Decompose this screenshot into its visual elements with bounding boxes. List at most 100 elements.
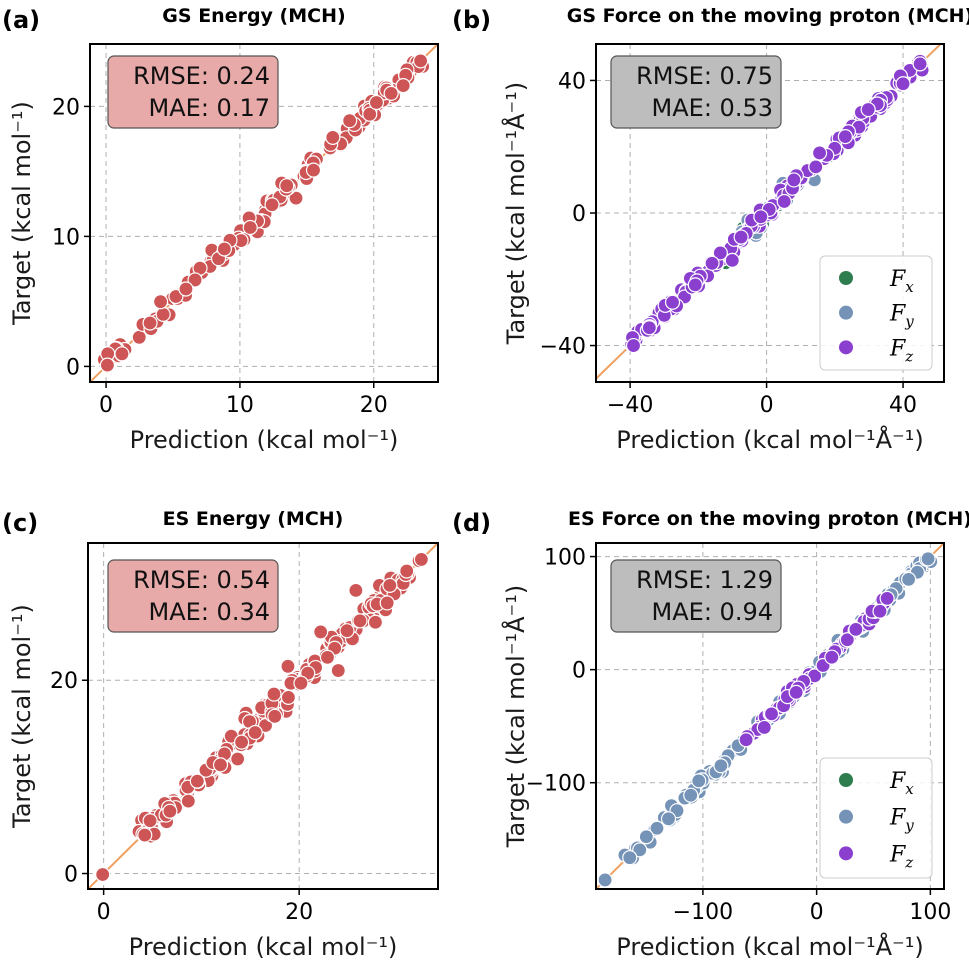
- y-tick-label: 0: [572, 202, 586, 227]
- data-point: [687, 277, 703, 293]
- data-point: [379, 595, 395, 611]
- panel-c: 0 20 0 20 Prediction (kcal mol⁻¹) Target (kca…: [2, 508, 439, 961]
- data-point: [383, 85, 399, 102]
- data-point: [168, 288, 184, 305]
- data-point: [901, 571, 917, 587]
- data-point: [413, 551, 429, 568]
- data-point: [763, 706, 780, 722]
- x-tick-label: 100: [909, 900, 951, 925]
- data-point: [638, 829, 654, 845]
- data-point: [95, 866, 111, 883]
- data-point: [242, 219, 258, 236]
- legend-marker: [839, 809, 853, 824]
- data-point: [162, 803, 178, 819]
- plot-frame: [87, 542, 439, 890]
- data-point: [348, 582, 364, 598]
- data-point: [808, 159, 824, 175]
- data-point: [776, 193, 792, 210]
- data-point: [625, 337, 642, 354]
- panel-title: ES Energy (MCH): [163, 508, 344, 530]
- panel-label: (d): [452, 509, 491, 537]
- stats-box: [610, 55, 782, 129]
- data-point: [288, 190, 304, 206]
- x-tick-label: 20: [360, 393, 388, 418]
- data-point: [319, 649, 336, 665]
- stats-box: [107, 559, 279, 633]
- data-point: [212, 757, 229, 773]
- panel-b: −40 0 40 −40 0 40 Prediction (kcal mol⁻¹Å⁻¹) Ta…: [452, 5, 969, 454]
- data-point: [872, 603, 888, 619]
- y-axis-label: Target (kcal mol⁻¹Å⁻¹): [501, 585, 530, 848]
- data-point: [152, 294, 169, 310]
- x-tick-label: 0: [810, 900, 824, 925]
- data-point: [234, 734, 250, 750]
- mae-text: MAE: 0.34: [149, 598, 270, 626]
- panel-d: −100 0 100 −100 0 100 Prediction (kcal mol⁻¹Å⁻…: [452, 508, 969, 961]
- panel-label: (b): [452, 6, 491, 34]
- data-point: [342, 113, 358, 129]
- mae-text: MAE: 0.94: [652, 598, 773, 626]
- legend-marker: [839, 340, 853, 355]
- data-point: [756, 719, 772, 736]
- data-point: [824, 649, 840, 665]
- data-point: [230, 751, 246, 767]
- data-point: [362, 106, 378, 122]
- series-points: [95, 551, 429, 883]
- data-point: [649, 820, 665, 836]
- y-tick-label: 0: [66, 355, 80, 380]
- data-point: [597, 872, 613, 888]
- panel-title: GS Force on the moving proton (MCH): [567, 5, 969, 27]
- data-point: [691, 773, 707, 789]
- data-point: [704, 255, 720, 271]
- x-tick-label: 10: [226, 393, 254, 418]
- data-point: [641, 320, 657, 336]
- data-point: [660, 811, 677, 827]
- x-axis-label: Prediction (kcal mol⁻¹): [130, 426, 399, 454]
- panel-a: 0 10 20 0 10 20 Prediction (kcal mol⁻¹) Target …: [2, 5, 439, 454]
- data-point: [712, 245, 728, 261]
- x-tick-label: 0: [99, 393, 113, 418]
- data-point: [895, 76, 911, 92]
- data-point: [180, 793, 196, 809]
- plot-frame: [595, 542, 945, 890]
- data-point: [325, 129, 341, 145]
- data-point: [753, 209, 769, 225]
- data-point: [413, 53, 429, 69]
- data-point: [683, 787, 699, 803]
- y-axis-label: Target (kcal mol⁻¹): [8, 604, 36, 829]
- data-point: [860, 101, 876, 118]
- data-point: [339, 623, 355, 639]
- legend-marker: [839, 773, 853, 787]
- data-point: [267, 708, 283, 724]
- data-point: [280, 658, 296, 674]
- data-point: [216, 241, 232, 257]
- data-point: [848, 621, 864, 637]
- x-tick-label: 0: [760, 393, 774, 418]
- legend-marker: [839, 305, 853, 320]
- y-tick-label: 40: [558, 69, 586, 94]
- data-point: [912, 56, 928, 72]
- rmse-text: RMSE: 0.75: [636, 62, 773, 90]
- panel-title: ES Force on the moving proton (MCH): [568, 508, 969, 530]
- legend-marker: [839, 846, 853, 861]
- data-point: [664, 294, 681, 310]
- x-axis-label: Prediction (kcal mol⁻¹Å⁻¹): [616, 425, 923, 454]
- data-point: [137, 827, 153, 843]
- data-point: [738, 732, 754, 748]
- data-point: [713, 758, 729, 774]
- data-point: [131, 329, 147, 345]
- data-point: [724, 252, 740, 268]
- data-point: [786, 172, 802, 188]
- data-point: [399, 563, 415, 579]
- x-tick-label: 40: [889, 393, 917, 418]
- data-point: [313, 624, 329, 640]
- data-point: [837, 129, 853, 145]
- series-Fz: [738, 590, 895, 748]
- data-point: [264, 197, 280, 213]
- data-point: [155, 306, 171, 322]
- y-tick-label: 10: [52, 225, 80, 250]
- rmse-text: RMSE: 0.24: [133, 62, 270, 90]
- panel-label: (a): [2, 6, 40, 34]
- data-point: [187, 272, 203, 288]
